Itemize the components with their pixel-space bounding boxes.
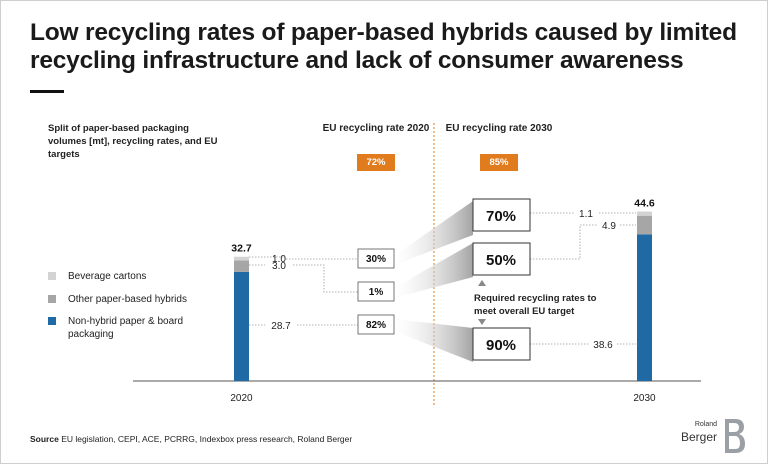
eu-2020-heading: EU recycling rate 2020: [322, 123, 430, 134]
label-cartons-2030: 1.1: [579, 209, 593, 220]
required-rates-note: Required recycling rates to meet overall…: [474, 293, 597, 317]
title-rule: [30, 90, 64, 93]
legend-label: Other paper-based hybrids: [68, 294, 187, 305]
x-tick-2030: 2030: [633, 393, 656, 404]
bars: 32.7 2020 44.6 2030: [230, 198, 656, 404]
arrow-down-icon: [478, 319, 486, 325]
legend-swatch-non-hybrid: [48, 317, 56, 325]
legend-swatch-beverage-cartons: [48, 272, 56, 280]
rate-text-hybrids-2020: 1%: [369, 287, 384, 298]
label-nonhybrid-2030: 38.6: [593, 340, 613, 351]
connector-hybrids-2030-a: [530, 224, 598, 260]
arrow-up-icon: [478, 280, 486, 286]
legend-label: Non-hybrid paper & board packaging: [68, 316, 184, 340]
rate-box-cartons-2030: [472, 198, 531, 232]
rate-text-cartons-2020: 30%: [366, 254, 386, 265]
bar-segment-other-hybrids-2020: [234, 260, 249, 272]
label-hybrids-2020: 3.0: [272, 261, 286, 272]
roland-berger-logo: Roland Berger: [677, 417, 747, 455]
rate-boxes-2020: 30% 1% 82%: [357, 248, 395, 335]
source-label: Source: [30, 434, 59, 444]
rate-box-hybrids-2030: [472, 242, 531, 276]
rate-text-hybrids-2030: 50%: [486, 252, 516, 269]
eu-2030-badge: 85%: [480, 154, 518, 171]
rate-box-hybrids-2020: [357, 281, 395, 302]
bar-segment-non-hybrid-2030: [637, 234, 652, 381]
legend-label: Beverage cartons: [68, 271, 147, 282]
logo-line-2: Berger: [680, 430, 717, 444]
ray-nonhybrid: [394, 319, 473, 362]
ray-hybrids: [394, 243, 473, 298]
label-hybrids-2030: 4.9: [602, 221, 616, 232]
x-tick-2020: 2020: [230, 393, 253, 404]
connectors: [249, 212, 636, 345]
bar-segment-beverage-cartons-2030: [637, 211, 652, 216]
bar-segment-non-hybrid-2020: [234, 271, 249, 381]
bar-segment-beverage-cartons-2020: [234, 256, 249, 261]
source-note: Source EU legislation, CEPI, ACE, PCRRG,…: [30, 434, 352, 444]
ray-cartons: [394, 201, 473, 265]
legend-swatch-other-hybrids: [48, 295, 56, 303]
label-cartons-2020: 1.0: [272, 254, 286, 265]
connector-cartons-2020: [249, 256, 358, 260]
chart-title: Low recycling rates of paper-based hybri…: [30, 19, 737, 74]
rate-box-nonhybrid-2030: [472, 327, 531, 361]
connector-hybrids-2020-b: [293, 264, 358, 293]
rate-box-cartons-2020: [357, 248, 395, 269]
rate-text-cartons-2030: 70%: [486, 208, 516, 225]
rate-text-nonhybrid-2020: 82%: [366, 320, 386, 331]
segment-labels: 1.0 3.0 28.7 1.1 4.9 38.6: [271, 209, 616, 351]
logo-line-1: Roland: [694, 421, 717, 428]
rate-boxes-2030: 70% 50% 90%: [472, 198, 531, 361]
logo-b-icon: [725, 419, 745, 453]
bar-total-2030: 44.6: [634, 198, 655, 210]
bar-segment-other-hybrids-2030: [637, 215, 652, 235]
rate-box-nonhybrid-2020: [357, 314, 395, 335]
source-text: EU legislation, CEPI, ACE, PCRRG, Indexb…: [61, 434, 353, 444]
label-nonhybrid-2020: 28.7: [271, 321, 291, 332]
eu-2020-badge: 72%: [357, 154, 395, 171]
rate-text-nonhybrid-2030: 90%: [486, 337, 516, 354]
eu-2030-heading: EU recycling rate 2030: [445, 123, 553, 134]
bar-total-2020: 32.7: [231, 243, 252, 255]
chart-subtitle: Split of paper-based packaging volumes […: [48, 123, 218, 160]
